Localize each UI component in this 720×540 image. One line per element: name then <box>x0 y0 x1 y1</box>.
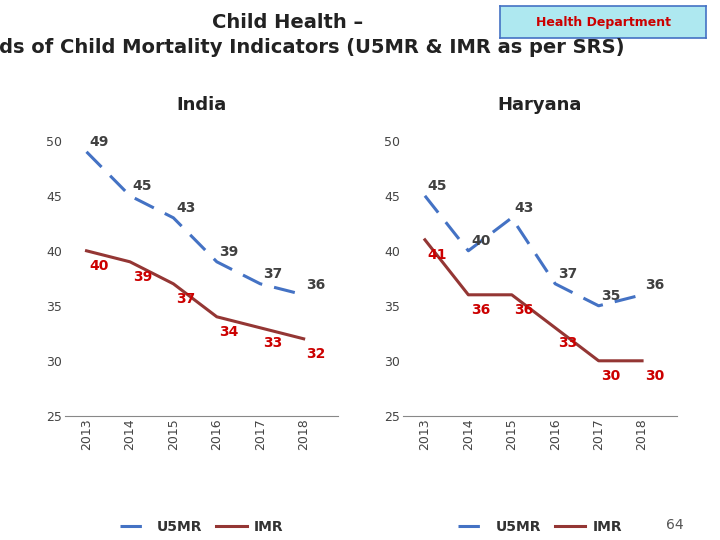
Title: Haryana: Haryana <box>498 97 582 114</box>
Text: 43: 43 <box>176 201 196 215</box>
Text: 36: 36 <box>307 278 325 292</box>
Text: 64: 64 <box>667 518 684 532</box>
Text: 40: 40 <box>471 234 490 248</box>
Text: 45: 45 <box>132 179 152 193</box>
Text: 32: 32 <box>307 347 326 361</box>
Text: 49: 49 <box>89 135 109 149</box>
Text: 43: 43 <box>515 201 534 215</box>
Text: 36: 36 <box>645 278 664 292</box>
Text: 33: 33 <box>263 336 282 350</box>
Text: 30: 30 <box>601 369 621 383</box>
Text: 37: 37 <box>176 292 195 306</box>
Text: 36: 36 <box>515 303 534 317</box>
Text: 34: 34 <box>220 325 239 339</box>
Text: 45: 45 <box>428 179 447 193</box>
Text: 41: 41 <box>428 248 447 262</box>
Text: Trends of Child Mortality Indicators (U5MR & IMR as per SRS): Trends of Child Mortality Indicators (U5… <box>0 38 625 57</box>
Text: 37: 37 <box>558 267 577 281</box>
Text: 39: 39 <box>132 270 152 284</box>
Text: 33: 33 <box>558 336 577 350</box>
Text: 36: 36 <box>471 303 490 317</box>
Title: India: India <box>176 97 227 114</box>
Text: 30: 30 <box>645 369 664 383</box>
Text: 40: 40 <box>89 259 109 273</box>
Text: Health Department: Health Department <box>536 16 670 29</box>
Legend: U5MR, IMR: U5MR, IMR <box>452 515 628 539</box>
Text: 39: 39 <box>220 245 239 259</box>
Text: 35: 35 <box>601 289 621 303</box>
Legend: U5MR, IMR: U5MR, IMR <box>114 515 289 539</box>
Text: 37: 37 <box>263 267 282 281</box>
Text: Child Health –: Child Health – <box>212 14 364 32</box>
